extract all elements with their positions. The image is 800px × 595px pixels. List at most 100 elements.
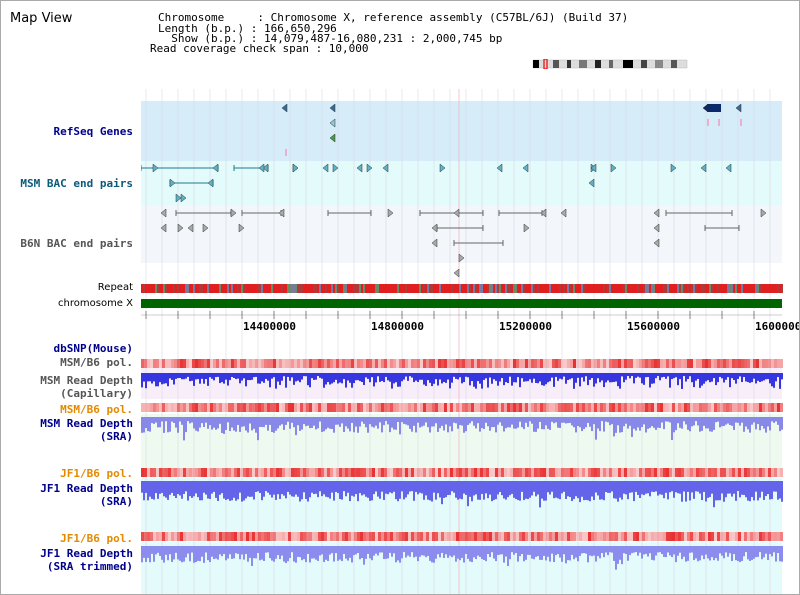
pol-cell <box>741 532 744 541</box>
feature-arrow <box>292 163 299 173</box>
pol-cell <box>753 468 756 477</box>
pol-cell <box>396 468 399 477</box>
depth-bar <box>689 481 691 501</box>
chromosome-ideogram[interactable] <box>531 54 691 70</box>
pol-cell <box>204 359 207 368</box>
depth-bar <box>623 373 625 383</box>
pol-cell <box>765 359 768 368</box>
depth-bar <box>637 417 639 428</box>
pol-cell <box>573 468 576 477</box>
pol-cell <box>357 359 360 368</box>
depth-bar <box>729 481 731 494</box>
pol-cell <box>543 403 546 412</box>
pol-cell <box>645 403 648 412</box>
pol-cell <box>327 468 330 477</box>
pol-cell <box>402 532 405 541</box>
repeat-segment <box>189 284 191 293</box>
depth-bar <box>537 417 539 429</box>
depth-bar <box>195 546 197 563</box>
depth-bar <box>235 546 237 554</box>
label-dbsnp[interactable]: dbSNP(Mouse) <box>53 342 133 355</box>
depth-bar <box>281 546 283 556</box>
pol-cell <box>726 468 729 477</box>
depth-bar <box>587 481 589 501</box>
depth-bar <box>463 417 465 433</box>
pol-cell <box>189 403 192 412</box>
pol-cell <box>234 359 237 368</box>
repeat-segment <box>483 284 485 293</box>
pol-cell <box>693 468 696 477</box>
depth-bar <box>359 481 361 494</box>
pol-cell <box>420 468 423 477</box>
depth-bar <box>363 417 365 424</box>
pol-cell <box>234 468 237 477</box>
depth-bar <box>573 373 575 389</box>
pol-cell <box>354 532 357 541</box>
depth-bar <box>637 373 639 377</box>
repeat-segment <box>307 284 309 293</box>
repeat-segment <box>611 284 613 293</box>
depth-bar <box>505 481 507 500</box>
pol-cell <box>393 532 396 541</box>
depth-bar <box>649 481 651 497</box>
depth-bar <box>217 481 219 501</box>
depth-bar <box>411 481 413 492</box>
repeat-segment <box>627 284 629 293</box>
pol-cell <box>447 468 450 477</box>
depth-bar <box>295 417 297 436</box>
pol-cell <box>570 359 573 368</box>
repeat-segment <box>227 284 229 293</box>
depth-bar <box>283 373 285 377</box>
depth-bar <box>771 373 773 387</box>
pol-cell <box>249 359 252 368</box>
repeat-segment <box>359 284 361 293</box>
label-msm-bac[interactable]: MSM BAC end pairs <box>20 177 133 190</box>
depth-bar <box>717 546 719 561</box>
feature-arrow <box>653 223 660 233</box>
depth-bar <box>439 546 441 558</box>
depth-bar <box>705 373 707 382</box>
depth-bar <box>229 481 231 501</box>
depth-bar <box>343 373 345 380</box>
repeat-segment <box>629 284 631 293</box>
depth-bar <box>217 417 219 429</box>
depth-bar <box>439 373 441 380</box>
repeat-segment <box>341 284 343 293</box>
depth-bar <box>225 417 227 430</box>
depth-bar <box>685 546 687 562</box>
depth-bar <box>589 417 591 427</box>
depth-bar <box>259 546 261 561</box>
depth-bar <box>493 481 495 500</box>
pol-cell <box>429 359 432 368</box>
depth-bar <box>329 417 331 429</box>
depth-bar <box>287 546 289 562</box>
depth-bar <box>775 546 777 562</box>
depth-bar <box>249 373 251 381</box>
pol-cell <box>231 359 234 368</box>
depth-bar <box>187 481 189 501</box>
depth-bar <box>279 481 281 499</box>
depth-bar <box>677 546 679 556</box>
depth-bar <box>375 373 377 383</box>
depth-bar <box>387 481 389 495</box>
pol-cell <box>429 532 432 541</box>
depth-bar <box>751 481 753 498</box>
depth-bar <box>473 373 475 387</box>
depth-bar <box>483 373 485 380</box>
pol-cell <box>582 532 585 541</box>
depth-bar <box>511 373 513 386</box>
depth-bar <box>705 417 707 429</box>
label-b6n-bac[interactable]: B6N BAC end pairs <box>20 237 133 250</box>
repeat-segment <box>513 284 515 293</box>
pol-cell <box>327 532 330 541</box>
depth-bar <box>607 481 609 493</box>
depth-bar <box>777 481 779 500</box>
label-refseq-genes[interactable]: RefSeq Genes <box>53 125 133 138</box>
depth-bar <box>419 481 421 493</box>
depth-bar <box>637 546 639 556</box>
b6n-bac-band <box>141 205 782 263</box>
pol-cell <box>537 359 540 368</box>
genome-browser-canvas[interactable] <box>141 89 799 594</box>
depth-bar <box>695 481 697 492</box>
pol-cell <box>672 403 675 412</box>
